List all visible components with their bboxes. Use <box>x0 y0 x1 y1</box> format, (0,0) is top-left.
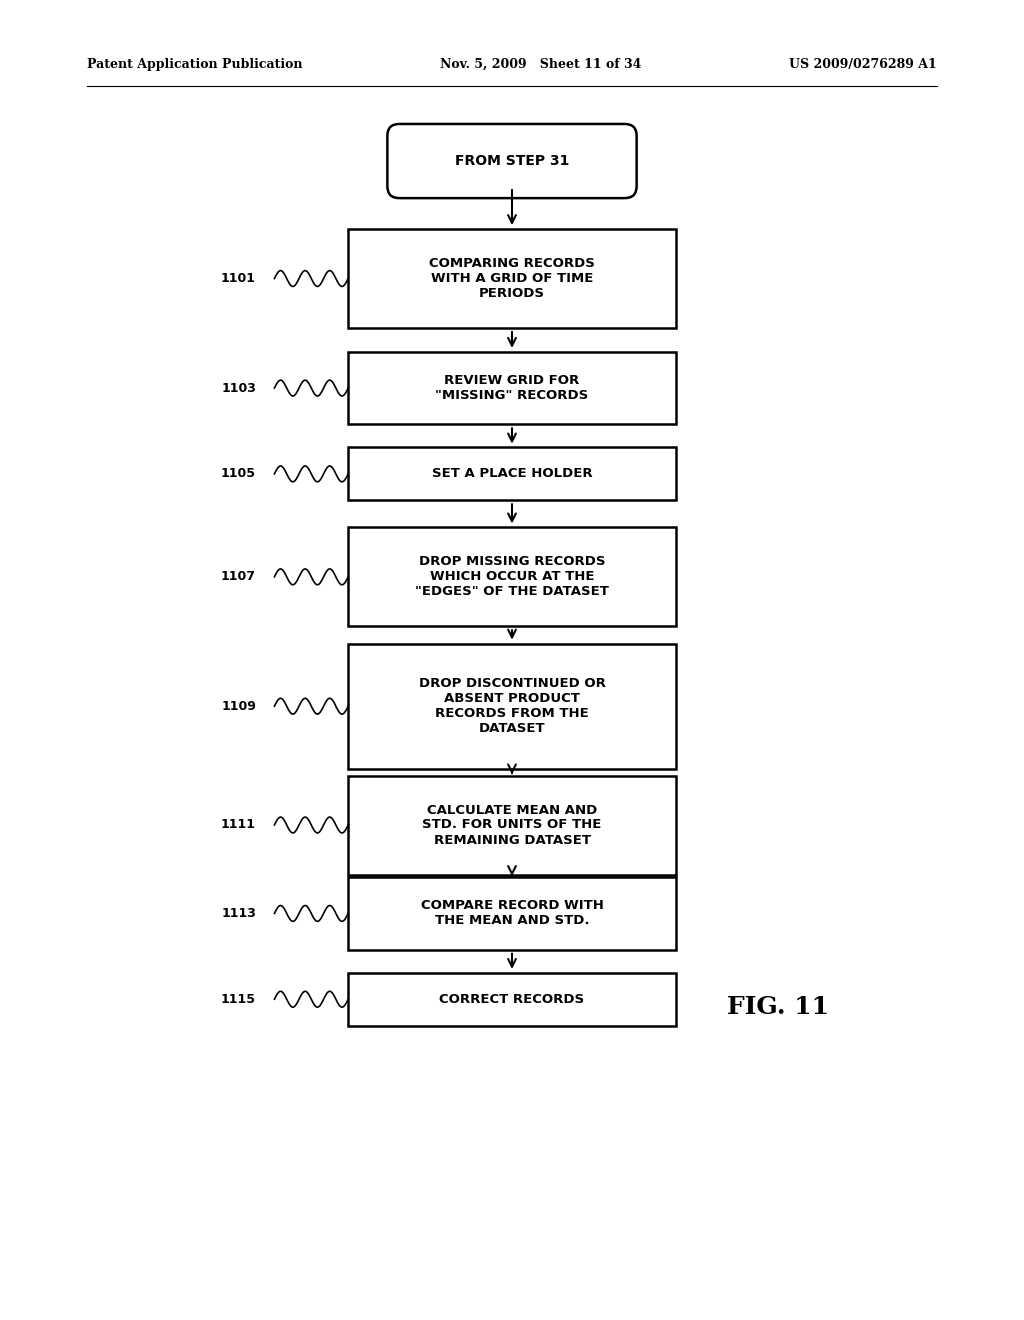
Text: REVIEW GRID FOR
"MISSING" RECORDS: REVIEW GRID FOR "MISSING" RECORDS <box>435 374 589 403</box>
FancyBboxPatch shape <box>348 352 676 425</box>
Text: DROP MISSING RECORDS
WHICH OCCUR AT THE
"EDGES" OF THE DATASET: DROP MISSING RECORDS WHICH OCCUR AT THE … <box>415 556 609 598</box>
Text: FROM STEP 31: FROM STEP 31 <box>455 154 569 168</box>
Text: Nov. 5, 2009   Sheet 11 of 34: Nov. 5, 2009 Sheet 11 of 34 <box>440 58 642 71</box>
Text: 1109: 1109 <box>221 700 256 713</box>
FancyBboxPatch shape <box>387 124 637 198</box>
Text: 1111: 1111 <box>221 818 256 832</box>
FancyBboxPatch shape <box>348 878 676 950</box>
Text: Patent Application Publication: Patent Application Publication <box>87 58 302 71</box>
Text: FIG. 11: FIG. 11 <box>727 995 829 1019</box>
FancyBboxPatch shape <box>348 528 676 627</box>
Text: COMPARE RECORD WITH
THE MEAN AND STD.: COMPARE RECORD WITH THE MEAN AND STD. <box>421 899 603 928</box>
FancyBboxPatch shape <box>348 447 676 500</box>
Text: CORRECT RECORDS: CORRECT RECORDS <box>439 993 585 1006</box>
FancyBboxPatch shape <box>348 973 676 1026</box>
Text: 1113: 1113 <box>221 907 256 920</box>
Text: US 2009/0276289 A1: US 2009/0276289 A1 <box>790 58 937 71</box>
Text: 1115: 1115 <box>221 993 256 1006</box>
Text: CALCULATE MEAN AND
STD. FOR UNITS OF THE
REMAINING DATASET: CALCULATE MEAN AND STD. FOR UNITS OF THE… <box>422 804 602 846</box>
Text: 1103: 1103 <box>221 381 256 395</box>
Text: COMPARING RECORDS
WITH A GRID OF TIME
PERIODS: COMPARING RECORDS WITH A GRID OF TIME PE… <box>429 257 595 300</box>
FancyBboxPatch shape <box>348 230 676 327</box>
Text: DROP DISCONTINUED OR
ABSENT PRODUCT
RECORDS FROM THE
DATASET: DROP DISCONTINUED OR ABSENT PRODUCT RECO… <box>419 677 605 735</box>
FancyBboxPatch shape <box>348 644 676 768</box>
Text: SET A PLACE HOLDER: SET A PLACE HOLDER <box>432 467 592 480</box>
Text: 1101: 1101 <box>221 272 256 285</box>
Text: 1105: 1105 <box>221 467 256 480</box>
Text: 1107: 1107 <box>221 570 256 583</box>
FancyBboxPatch shape <box>348 776 676 875</box>
